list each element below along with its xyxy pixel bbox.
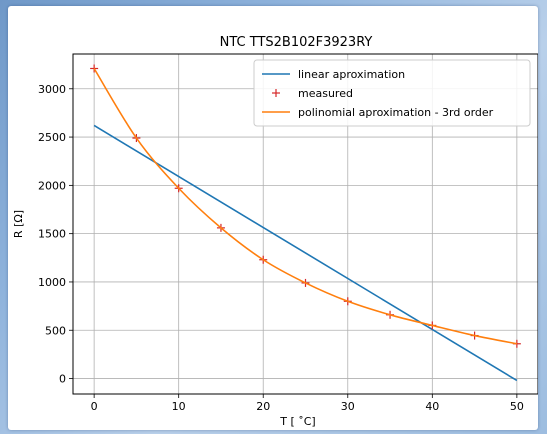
plot-area xyxy=(90,64,521,382)
legend-label-linear-aproximation: linear aproximation xyxy=(298,68,405,81)
legend-label-polinomial-aproximation-3rd-order: polinomial aproximation - 3rd order xyxy=(298,106,494,119)
figure-window: NTC TTS2B102F3923RY 0 10 20 30 40 50 0 500 1000 1… xyxy=(8,6,538,430)
y-tick-label: 3000 xyxy=(38,83,66,96)
series-line-linear-aproximation xyxy=(93,124,518,382)
legend-swatch-measured xyxy=(272,89,280,97)
y-tick-label: 1500 xyxy=(38,228,66,241)
legend: linear aproximation measured polinomial ap… xyxy=(253,59,531,127)
x-tick-label: 30 xyxy=(341,400,355,413)
legend-label-measured: measured xyxy=(298,87,353,100)
data-point-marker xyxy=(90,64,99,73)
y-axis-label: R [Ω] xyxy=(12,210,25,238)
x-tick-label: 20 xyxy=(256,400,270,413)
y-tick-label: 2000 xyxy=(38,179,66,192)
x-axis-label: T [ ˚C] xyxy=(279,415,315,428)
y-tick-label: 2500 xyxy=(38,131,66,144)
axes-frame xyxy=(72,53,538,395)
y-tick-label: 1000 xyxy=(38,276,66,289)
x-tick-label: 50 xyxy=(510,400,524,413)
series-line-polinomial-aproximation-3rd-order xyxy=(93,68,518,345)
x-tick-label: 10 xyxy=(172,400,186,413)
chart-title: NTC TTS2B102F3923RY xyxy=(220,35,373,50)
y-tick-label: 500 xyxy=(45,324,66,337)
chart: NTC TTS2B102F3923RY 0 10 20 30 40 50050010001… xyxy=(12,35,538,428)
legend-box xyxy=(253,59,531,127)
x-tick-label: 0 xyxy=(91,400,98,413)
x-tick-label: 40 xyxy=(425,400,439,413)
y-tick-label: 0 xyxy=(59,373,66,386)
